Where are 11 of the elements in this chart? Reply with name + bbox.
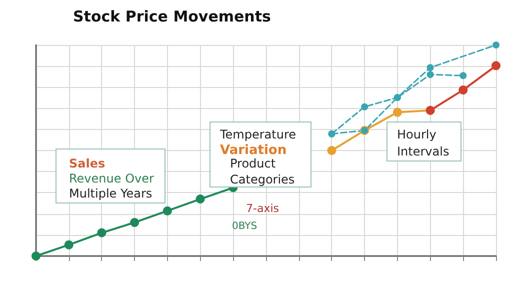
annotation: Sales bbox=[69, 156, 106, 170]
annotation: Temperature bbox=[219, 128, 296, 142]
annotation: Multiple Years bbox=[69, 186, 152, 200]
annotation: Product bbox=[230, 156, 276, 170]
chart-title: Stock Price Movements bbox=[73, 8, 272, 26]
annotation: 7-axis bbox=[246, 202, 280, 215]
annotation: 0BYS bbox=[232, 221, 258, 232]
annotation: Revenue Over bbox=[69, 172, 154, 186]
annotation: Categories bbox=[230, 172, 295, 186]
annotation: Hourly Intervals bbox=[397, 128, 450, 158]
annotation: Variation bbox=[220, 143, 287, 158]
